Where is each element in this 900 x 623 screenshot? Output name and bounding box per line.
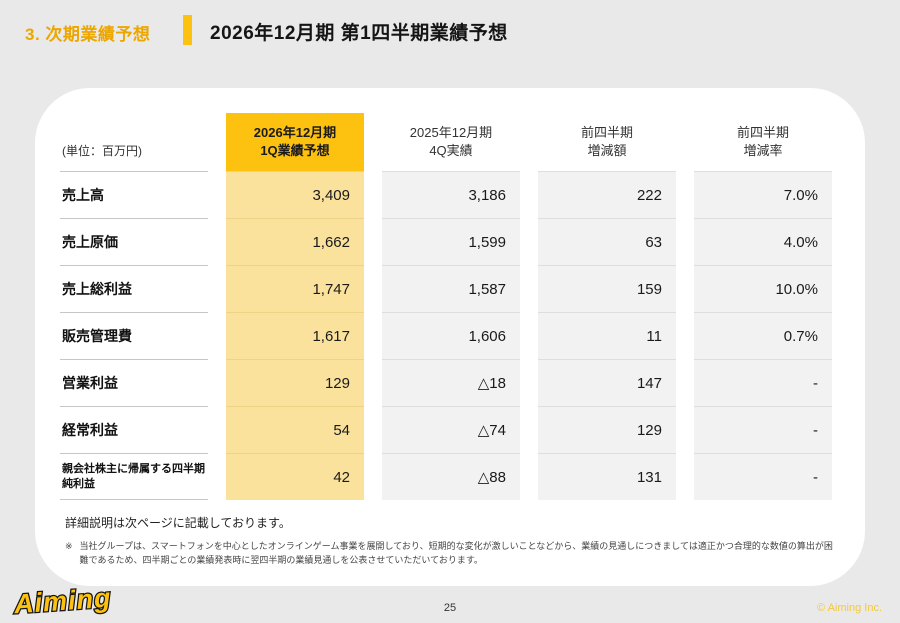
cell-change: 159 [538,265,676,312]
disclaimer-note: ※ 当社グループは、スマートフォンを中心としたオンラインゲーム事業を展開しており… [65,540,840,567]
disclaimer-text: 当社グループは、スマートフォンを中心としたオンラインゲーム事業を展開しており、短… [79,541,833,565]
copyright: © Aiming Inc. [817,602,882,614]
column-header-line: 1Q業績予想 [260,143,330,158]
section-label: 3. 次期業績予想 [25,25,151,44]
cell-change: 147 [538,359,676,406]
cell-actual: 1,599 [382,218,520,265]
cell-actual: 1,587 [382,265,520,312]
column-header-line: 2026年12月期 [253,124,337,140]
cell-forecast: 54 [226,406,364,453]
title-accent-bar [183,15,192,45]
cell-forecast: 1,747 [226,265,364,312]
row-label: 営業利益 [60,359,208,406]
cell-rate: 4.0% [694,218,832,265]
cell-actual: △18 [382,359,520,406]
row-label: 売上原価 [60,218,208,265]
cell-rate: - [694,406,832,453]
column-header-change: 前四半期 増減額 [538,113,676,171]
cell-change: 11 [538,312,676,359]
row-label: 経常利益 [60,406,208,453]
column-header-actual: 2025年12月期 4Q実績 [382,113,520,171]
cell-rate: 7.0% [694,171,832,218]
cell-forecast: 3,409 [226,171,364,218]
cell-actual: 3,186 [382,171,520,218]
cell-actual: 1,606 [382,312,520,359]
table-card: (単位：百万円) 2026年12月期 1Q業績予想 2025年12月期 4Q実績… [35,88,865,586]
cell-actual: △74 [382,406,520,453]
column-header-line: 4Q実績 [429,143,473,158]
cell-change: 222 [538,171,676,218]
cell-forecast: 1,617 [226,312,364,359]
column-header-forecast: 2026年12月期 1Q業績予想 [226,113,364,171]
page-title: 2026年12月期 第1四半期業績予想 [210,23,508,44]
cell-forecast: 129 [226,359,364,406]
column-header-line: 前四半期 [736,124,789,140]
row-label: 売上総利益 [60,265,208,312]
column-header-rate: 前四半期 増減率 [694,113,832,171]
forecast-table: (単位：百万円) 2026年12月期 1Q業績予想 2025年12月期 4Q実績… [60,113,832,500]
reference-mark: ※ [65,541,73,551]
row-label: 売上高 [60,171,208,218]
cell-change: 129 [538,406,676,453]
cell-rate: 0.7% [694,312,832,359]
row-label: 親会社株主に帰属する四半期純利益 [60,453,208,500]
column-header-line: 2025年12月期 [409,124,493,140]
unit-label: (単位：百万円) [62,144,142,158]
cell-change: 131 [538,453,676,500]
column-header-line: 前四半期 [580,124,633,140]
column-header-line: 増減額 [587,143,627,158]
detail-note: 詳細説明は次ページに記載しております。 [65,516,291,530]
column-header-line: 増減率 [743,143,783,158]
cell-forecast: 42 [226,453,364,500]
cell-actual: △88 [382,453,520,500]
row-label: 販売管理費 [60,312,208,359]
cell-forecast: 1,662 [226,218,364,265]
cell-rate: - [694,359,832,406]
cell-change: 63 [538,218,676,265]
page-number: 25 [443,602,457,614]
cell-rate: - [694,453,832,500]
cell-rate: 10.0% [694,265,832,312]
